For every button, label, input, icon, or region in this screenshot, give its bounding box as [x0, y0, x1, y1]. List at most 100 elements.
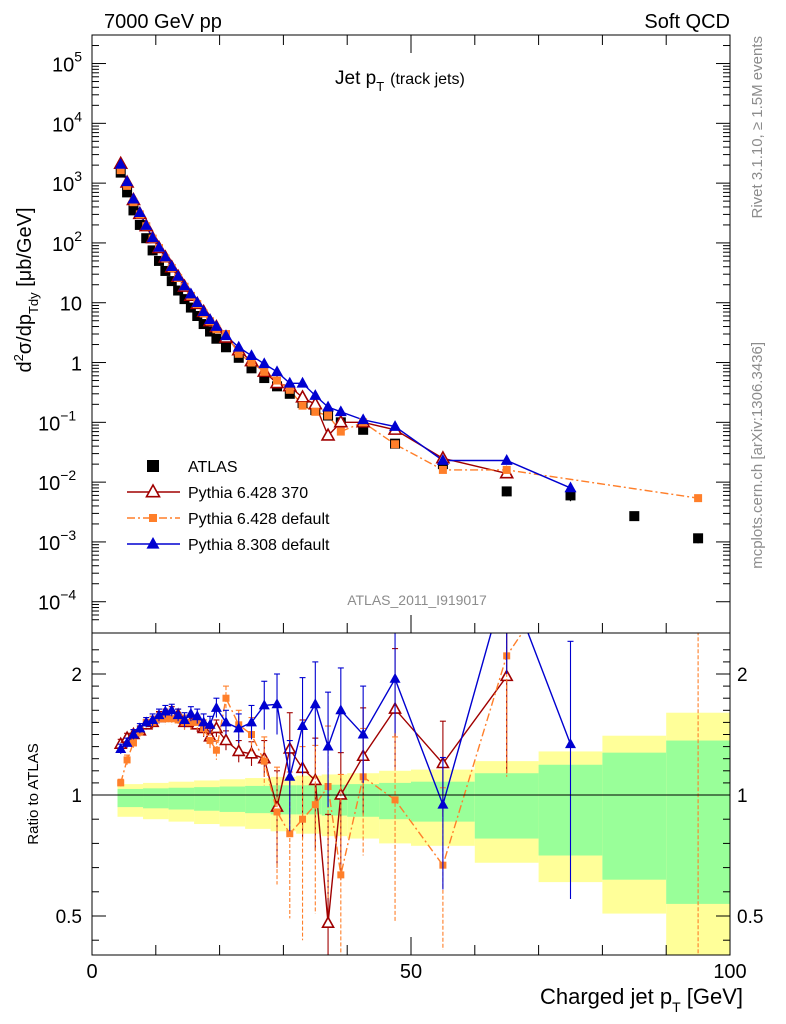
series-line [120, 164, 571, 489]
series-point [133, 206, 146, 218]
stat-uncertainty-band [602, 752, 667, 880]
ratio-point [258, 699, 270, 710]
data-point [179, 294, 190, 305]
y-tick-label-exp: −1 [60, 407, 76, 423]
series-point [273, 376, 282, 385]
ratio-point [246, 716, 257, 727]
legend-label: Pythia 8.308 default [188, 537, 330, 554]
data-point [259, 373, 270, 384]
legend-marker [149, 514, 157, 522]
series-point [320, 427, 336, 441]
y-tick-label: 104 [52, 108, 82, 136]
ratio-panel-series [113, 633, 699, 955]
y-tick-label: 10−3 [38, 527, 76, 555]
y-axis-label-c: σ/dp [14, 314, 36, 354]
series-point [247, 358, 256, 367]
ratio-point [161, 715, 169, 723]
ratio-point [172, 709, 184, 720]
series-point [234, 349, 243, 358]
series-point [232, 340, 245, 352]
ratio-point [168, 715, 176, 723]
y-tick-label-base: 10 [52, 55, 74, 77]
y-axis-label-a: d [14, 361, 36, 372]
ratio-point [179, 714, 191, 724]
series-point [127, 192, 140, 204]
series-point [391, 440, 400, 449]
legend-marker [147, 460, 159, 472]
ratio-point [219, 732, 233, 746]
series-point [146, 231, 159, 243]
ratio-point [134, 722, 146, 733]
stat-uncertainty-band [666, 740, 730, 904]
ratio-point [389, 672, 401, 683]
series-point [184, 287, 197, 299]
series-point [334, 405, 347, 417]
series-point [322, 400, 335, 412]
series-point [258, 357, 271, 369]
ratio-point [565, 738, 576, 749]
y-tick-label-base: 10 [38, 473, 60, 495]
series-point [219, 329, 232, 341]
ratio-point [297, 720, 309, 730]
series-point [116, 166, 125, 175]
data-point [629, 511, 640, 522]
y-tick-label: 10−4 [38, 587, 76, 615]
ratio-tick-label-right: 0.5 [737, 907, 763, 928]
side-label-rivet: Rivet 3.1.10, ≥ 1.5M events [749, 36, 766, 219]
ratio-point [129, 739, 137, 747]
series-point [260, 367, 269, 376]
series-point [210, 320, 223, 331]
series-point [285, 385, 294, 394]
y-tick-label: 1 [71, 354, 82, 376]
legend-marker [145, 483, 161, 498]
x-tick-label: 100 [713, 961, 746, 983]
ratio-point [185, 707, 197, 718]
x-tick-label: 50 [400, 961, 422, 983]
ratio-tick-label: 0.5 [56, 907, 82, 928]
series-point [114, 158, 127, 169]
series-point [333, 414, 349, 428]
legend-label: Pythia 6.428 370 [188, 485, 308, 502]
stat-uncertainty-band [143, 788, 169, 809]
ratio-point [309, 698, 321, 709]
ratio-point [357, 728, 369, 739]
y-tick-label-exp: 4 [74, 108, 82, 124]
ratio-point [322, 740, 334, 751]
plot-title-sub: T [376, 79, 384, 94]
series-point [324, 411, 333, 420]
series-point [436, 454, 449, 465]
series-point [245, 349, 258, 361]
data-point [233, 352, 244, 363]
ratio-point [210, 701, 222, 712]
ratio-point [220, 716, 232, 727]
ratio-point [198, 716, 210, 727]
legend-marker [146, 536, 160, 549]
series-point [438, 465, 447, 474]
series-point [172, 269, 185, 281]
series-point [295, 389, 310, 403]
y-tick-label-base: 10 [60, 294, 82, 316]
ratio-y-axis-label: Ratio to ATLAS [25, 743, 42, 844]
ratio-point [187, 718, 195, 726]
y-axis-label-e: [μb/GeV] [14, 207, 36, 292]
data-point [501, 486, 512, 497]
ratio-tick-label: 2 [71, 665, 82, 686]
series-point [165, 260, 178, 272]
legend-label: Pythia 6.428 default [188, 511, 330, 528]
legend: ATLAS Pythia 6.428 370 Pythia 6.428 defaul… [127, 459, 330, 554]
data-point [246, 363, 257, 374]
series-point [311, 407, 320, 416]
series-point [178, 279, 191, 291]
ratio-point [284, 770, 296, 781]
data-point [565, 490, 576, 501]
series-point [296, 376, 309, 388]
series-point [204, 313, 217, 325]
main-panel-series [113, 155, 704, 544]
ratio-point [147, 714, 159, 724]
plot-title-main: Jet p [335, 68, 376, 89]
plot-title-tail: (track jets) [390, 71, 465, 88]
y-tick-label-exp: −4 [60, 587, 76, 603]
y-tick-label-base: 10 [52, 234, 74, 256]
y-tick-label-base: 10 [38, 593, 60, 615]
